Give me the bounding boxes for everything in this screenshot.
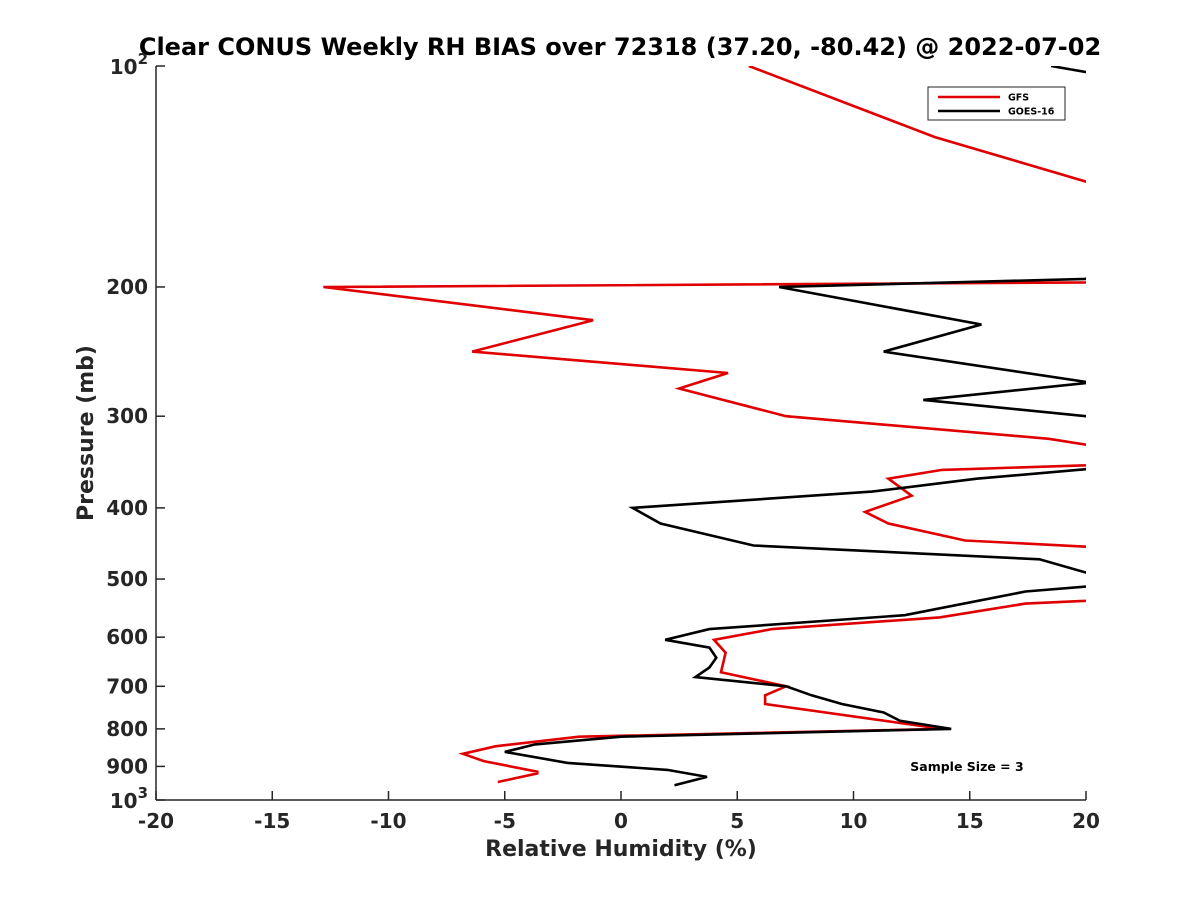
x-tick-label: -10 [370,809,406,833]
series-line-gfs [323,66,1086,784]
x-axis-label: Relative Humidity (%) [485,837,757,862]
x-axis: -20 -15 -10 -5 0 5 10 15 20 [138,791,1100,833]
y-tick-label: 800 [106,717,148,741]
legend-label: GOES-16 [1008,107,1055,118]
y-tick-label: 300 [106,404,148,428]
x-tick-label: -20 [138,809,174,833]
series-group [323,66,1086,787]
y-tick-label: 500 [106,567,148,591]
sample-size-annotation: Sample Size = 3 [910,759,1023,774]
plot-area [155,66,1086,801]
y-tick-label: 400 [106,496,148,520]
x-tick-label: -15 [254,809,290,833]
y-axis: 102 200 300 400 500 600 700 800 900 103 [106,50,165,813]
x-tick-label: 15 [956,809,984,833]
y-tick-label: 700 [106,674,148,698]
legend-box [927,86,1066,121]
x-tick-label: 5 [730,809,744,833]
legend-label: GFS [1008,93,1029,104]
x-tick-label: -5 [494,809,516,833]
y-tick-label: 600 [106,625,148,649]
y-tick-label: 200 [106,275,148,299]
x-tick-label: 10 [840,809,868,833]
series-line-goes-16 [504,66,1086,787]
y-axis-label: Pressure (mb) [74,345,99,521]
y-tick-label: 102 [110,50,148,79]
chart-title: Clear CONUS Weekly RH BIAS over 72318 (3… [139,33,1101,61]
y-tick-label: 103 [110,784,148,813]
x-tick-label: 0 [614,809,628,833]
x-tick-label: 20 [1072,809,1100,833]
y-tick-label: 900 [106,754,148,778]
legend: GFS GOES-16 [927,86,1066,121]
